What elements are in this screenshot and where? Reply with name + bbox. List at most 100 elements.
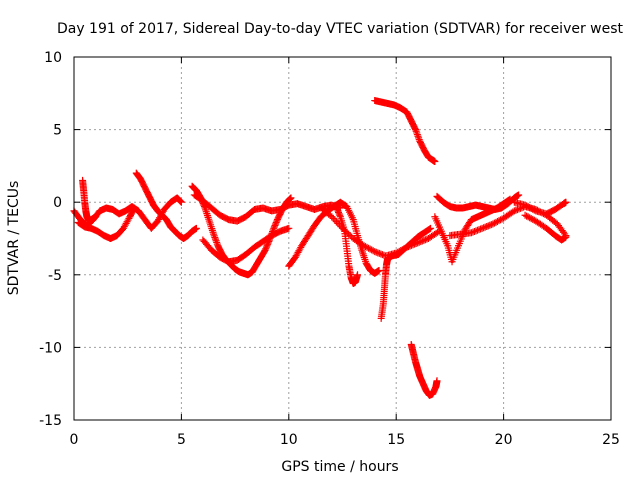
data-point-sat-p	[495, 217, 503, 225]
data-point-sat-l	[413, 131, 421, 139]
data-point-sat-l	[415, 134, 423, 142]
data-point-sat-j	[369, 247, 377, 255]
data-point-sat-q	[521, 201, 529, 209]
data-point-sat-j	[377, 250, 385, 258]
x-tick-label: 15	[387, 432, 405, 448]
y-tick-label: -10	[39, 340, 62, 356]
data-point-sat-j	[371, 248, 379, 256]
data-point-sat-p	[489, 220, 497, 228]
data-point-sat-l	[412, 126, 420, 134]
y-axis-title: SDTVAR / TECUs	[6, 181, 22, 296]
data-point-sat-a	[177, 198, 185, 206]
data-point-sat-p	[478, 224, 486, 232]
data-point-sat-j	[368, 246, 376, 254]
data-point-sat-j	[365, 244, 373, 252]
y-tick-label: -5	[48, 268, 62, 284]
data-point-sat-p	[474, 226, 482, 234]
data-point-sat-j	[372, 248, 380, 256]
data-point-sat-p	[480, 224, 488, 232]
data-point-sat-a	[177, 198, 185, 206]
data-point-sat-m	[433, 377, 441, 385]
data-point-sat-q	[524, 203, 532, 211]
data-point-sat-i	[336, 211, 344, 219]
data-point-sat-j	[420, 236, 428, 244]
data-point-sat-p	[469, 228, 477, 236]
x-tick-label: 10	[280, 432, 298, 448]
data-point-sat-r	[562, 233, 570, 241]
data-point-sat-q	[530, 206, 538, 214]
data-point-sat-e	[287, 194, 295, 202]
data-point-sat-q	[526, 204, 534, 212]
y-tick-label: 10	[44, 50, 62, 66]
x-tick-label: 5	[177, 432, 186, 448]
data-point-sat-g	[285, 224, 293, 232]
y-tick-label: 5	[53, 123, 62, 139]
x-axis-title: GPS time / hours	[281, 459, 398, 475]
data-point-sat-j	[328, 213, 336, 221]
data-point-sat-c	[91, 213, 99, 221]
data-point-sat-l	[413, 129, 421, 137]
data-marks	[70, 97, 570, 399]
data-point-sat-p	[475, 226, 483, 234]
data-point-sat-q	[562, 198, 570, 206]
data-point-sat-p	[470, 227, 478, 235]
data-point-sat-p	[483, 222, 491, 230]
axis-ticks: 0 5 10 15 20 25 -15 -10 -5 0 5 10	[39, 50, 620, 448]
data-point-sat-j	[329, 214, 337, 222]
data-point-sat-k	[426, 225, 434, 233]
data-point-sat-p	[509, 208, 517, 216]
data-point-sat-p	[484, 222, 492, 230]
data-point-sat-j	[418, 237, 426, 245]
data-point-sat-d	[192, 224, 200, 232]
data-point-sat-e	[212, 237, 220, 245]
data-point-sat-p	[510, 207, 518, 215]
data-point-sat-j	[421, 236, 429, 244]
data-point-sat-l	[431, 158, 439, 166]
data-point-sat-j	[374, 249, 382, 257]
data-point-sat-j	[360, 242, 368, 250]
data-point-sat-r	[526, 214, 534, 222]
data-point-sat-j	[375, 249, 383, 257]
x-tick-label: 0	[70, 432, 79, 448]
data-point-sat-o	[506, 195, 514, 203]
data-point-sat-j	[366, 245, 374, 253]
data-point-sat-j	[415, 238, 423, 246]
data-point-sat-p	[497, 216, 505, 224]
data-point-sat-o	[505, 196, 513, 204]
y-tick-label: -15	[39, 413, 62, 429]
data-point-sat-q	[529, 205, 537, 213]
data-point-sat-p	[493, 217, 501, 225]
data-point-sat-r	[527, 215, 535, 223]
data-point-sat-e	[211, 233, 219, 241]
data-point-sat-p	[467, 229, 475, 237]
data-point-sat-r	[523, 212, 531, 220]
data-point-sat-p	[481, 223, 489, 231]
data-point-sat-j	[334, 219, 342, 227]
data-point-sat-j	[363, 243, 371, 251]
x-tick-label: 25	[602, 432, 620, 448]
data-point-sat-k	[427, 224, 435, 232]
data-point-sat-b	[130, 205, 138, 213]
data-point-sat-l	[412, 127, 420, 135]
data-point-sat-r	[524, 213, 532, 221]
data-point-sat-j	[331, 216, 339, 224]
data-point-sat-e	[286, 194, 294, 202]
data-point-sat-p	[487, 221, 495, 229]
data-point-sat-b	[130, 204, 138, 212]
data-point-sat-j	[335, 221, 343, 229]
data-point-sat-j	[417, 238, 425, 246]
data-point-sat-p	[477, 225, 485, 233]
data-point-sat-p	[492, 218, 500, 226]
data-point-sat-e	[210, 232, 218, 240]
data-point-sat-l	[414, 132, 422, 140]
data-point-sat-q	[527, 204, 535, 212]
data-point-sat-r	[529, 215, 537, 223]
data-point-sat-j	[332, 218, 340, 226]
data-point-sat-e	[213, 238, 221, 246]
data-point-sat-h	[375, 266, 383, 274]
data-point-sat-n	[515, 191, 523, 199]
plot-frame	[73, 56, 612, 421]
data-point-sat-p	[512, 206, 520, 214]
data-point-sat-j	[337, 223, 345, 231]
